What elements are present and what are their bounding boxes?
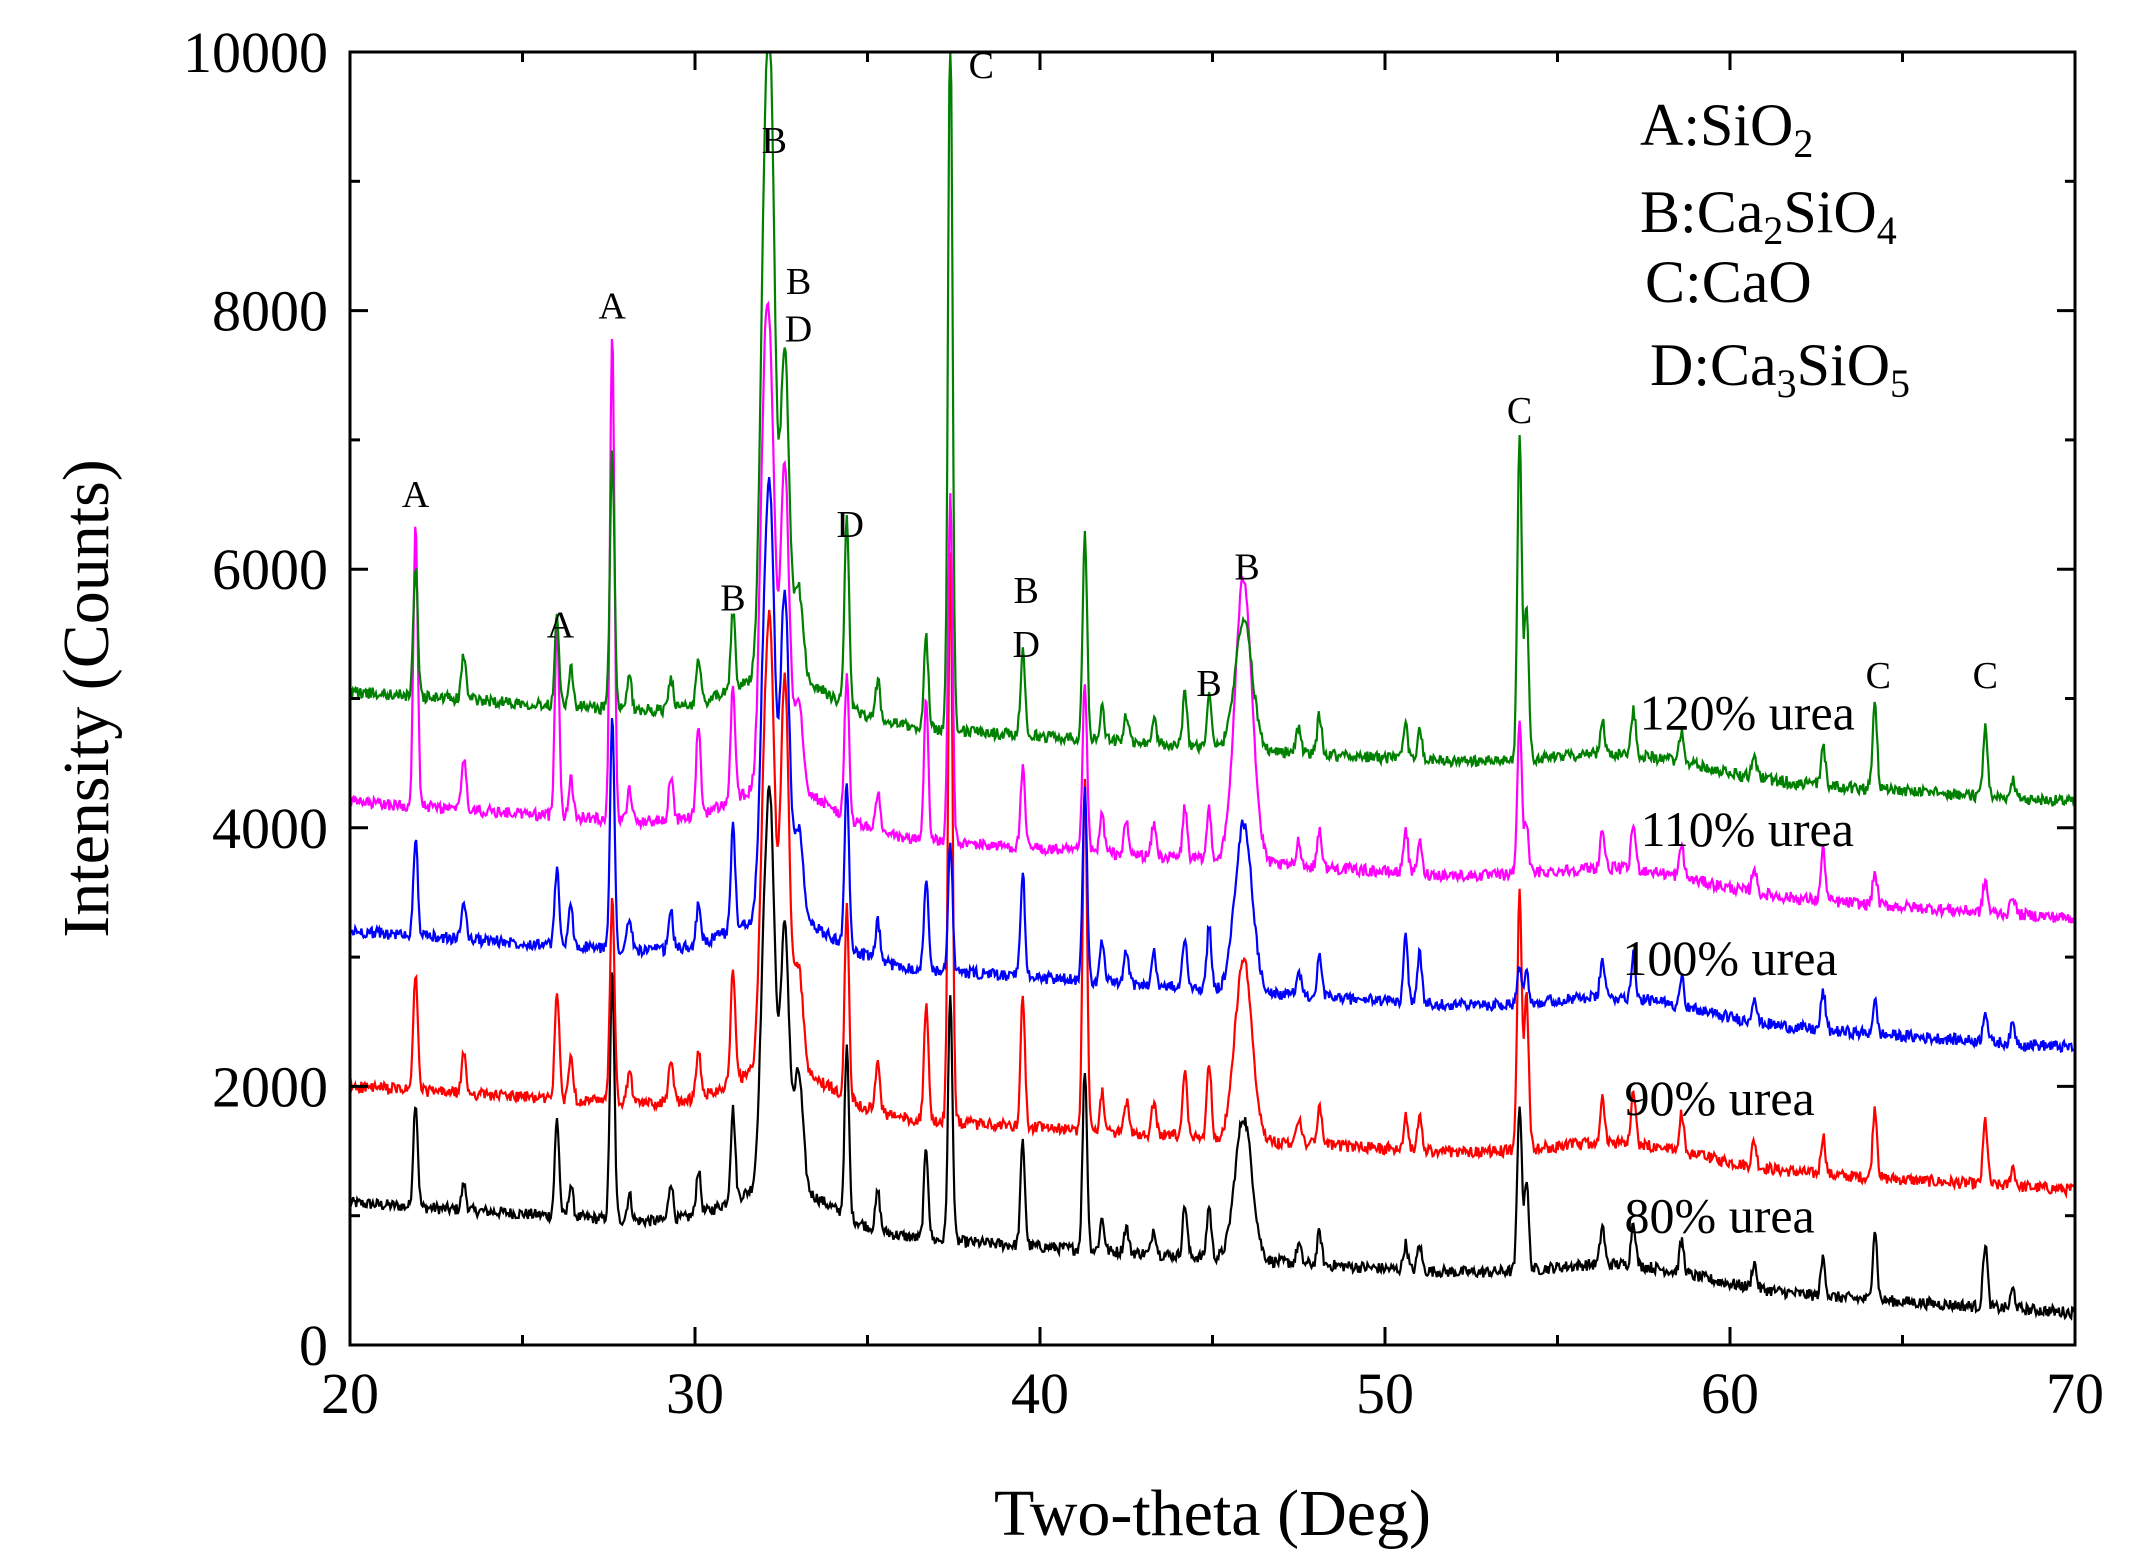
series-layer (348, 50, 2076, 1321)
legend-formula-text: SiO (1797, 332, 1890, 398)
x-tick-label: 60 (1701, 1361, 1759, 1426)
series-label: 80% urea (1625, 1188, 1815, 1244)
peak-label-a: A (402, 474, 430, 516)
peak-label-a: A (598, 285, 626, 327)
peak-label-d: D (1012, 624, 1039, 666)
legend-formula-text: SiO (1783, 179, 1876, 245)
peak-label-d: D (837, 504, 864, 546)
peak-label-c: C (1866, 655, 1891, 697)
series-line-110-urea (348, 300, 2075, 924)
legend-subscript: 2 (1793, 121, 1813, 166)
x-tick-label: 30 (666, 1361, 724, 1426)
peak-label-b: B (786, 261, 811, 303)
peak-label-b: B (720, 578, 745, 620)
legend-subscript: 3 (1777, 361, 1797, 406)
x-tick-label: 50 (1356, 1361, 1414, 1426)
legend-entry-a: A:SiO2 (1640, 92, 1813, 166)
series-label: 120% urea (1640, 685, 1855, 741)
y-tick-label: 8000 (212, 279, 328, 344)
peak-label-c: C (1973, 655, 1998, 697)
series-label: 100% urea (1622, 930, 1837, 986)
x-axis-title: Two-theta (Deg) (994, 1477, 1431, 1550)
peak-label-b: B (1014, 570, 1039, 612)
axis-ticks: 20 30 40 50 60 70 0 2000 4000 6000 8000 10000 (183, 20, 2104, 1426)
series-line-80-urea (348, 785, 2076, 1321)
legend-subscript: 4 (1877, 208, 1897, 253)
legend-entry-d: D:Ca3SiO5 (1650, 332, 1910, 406)
y-tick-label: 6000 (212, 537, 328, 602)
legend-formula-text: Ca (1710, 332, 1777, 398)
peak-label-c: C (969, 45, 994, 87)
y-tick-label: 4000 (212, 796, 328, 861)
legend-subscript: 2 (1763, 208, 1783, 253)
legend-key: C: (1645, 249, 1702, 315)
legend-entry-b: B:Ca2SiO4 (1640, 179, 1897, 253)
legend-key: A: (1640, 92, 1700, 158)
x-tick-label: 70 (2046, 1361, 2104, 1426)
peak-label-b: B (762, 120, 787, 162)
x-tick-label: 20 (321, 1361, 379, 1426)
legend-formula-text: CaO (1702, 249, 1812, 315)
peak-label-c: C (1507, 390, 1532, 432)
series-line-120-urea (349, 50, 2076, 807)
y-tick-label: 2000 (212, 1054, 328, 1119)
y-axis-title: Intensity (Counts) (50, 459, 123, 937)
peak-label-d: D (785, 309, 812, 351)
legend-formula-text: SiO (1700, 92, 1793, 158)
peak-label-b: B (1196, 663, 1221, 705)
x-tick-label: 40 (1011, 1361, 1069, 1426)
peak-label-a: A (547, 605, 575, 647)
series-line-90-urea (348, 552, 2076, 1200)
legend-formula-text: Ca (1697, 179, 1764, 245)
series-label: 110% urea (1641, 801, 1854, 857)
y-tick-label: 10000 (183, 20, 328, 85)
legend-entry-c: C:CaO (1645, 249, 1812, 315)
y-tick-label: 0 (299, 1313, 328, 1378)
legend-subscript: 5 (1890, 361, 1910, 406)
legend-key: D: (1650, 332, 1710, 398)
legend-key: B: (1640, 179, 1697, 245)
series-label: 90% urea (1625, 1070, 1815, 1126)
series-line-100-urea (348, 477, 2075, 1053)
peak-label-b: B (1234, 547, 1259, 589)
